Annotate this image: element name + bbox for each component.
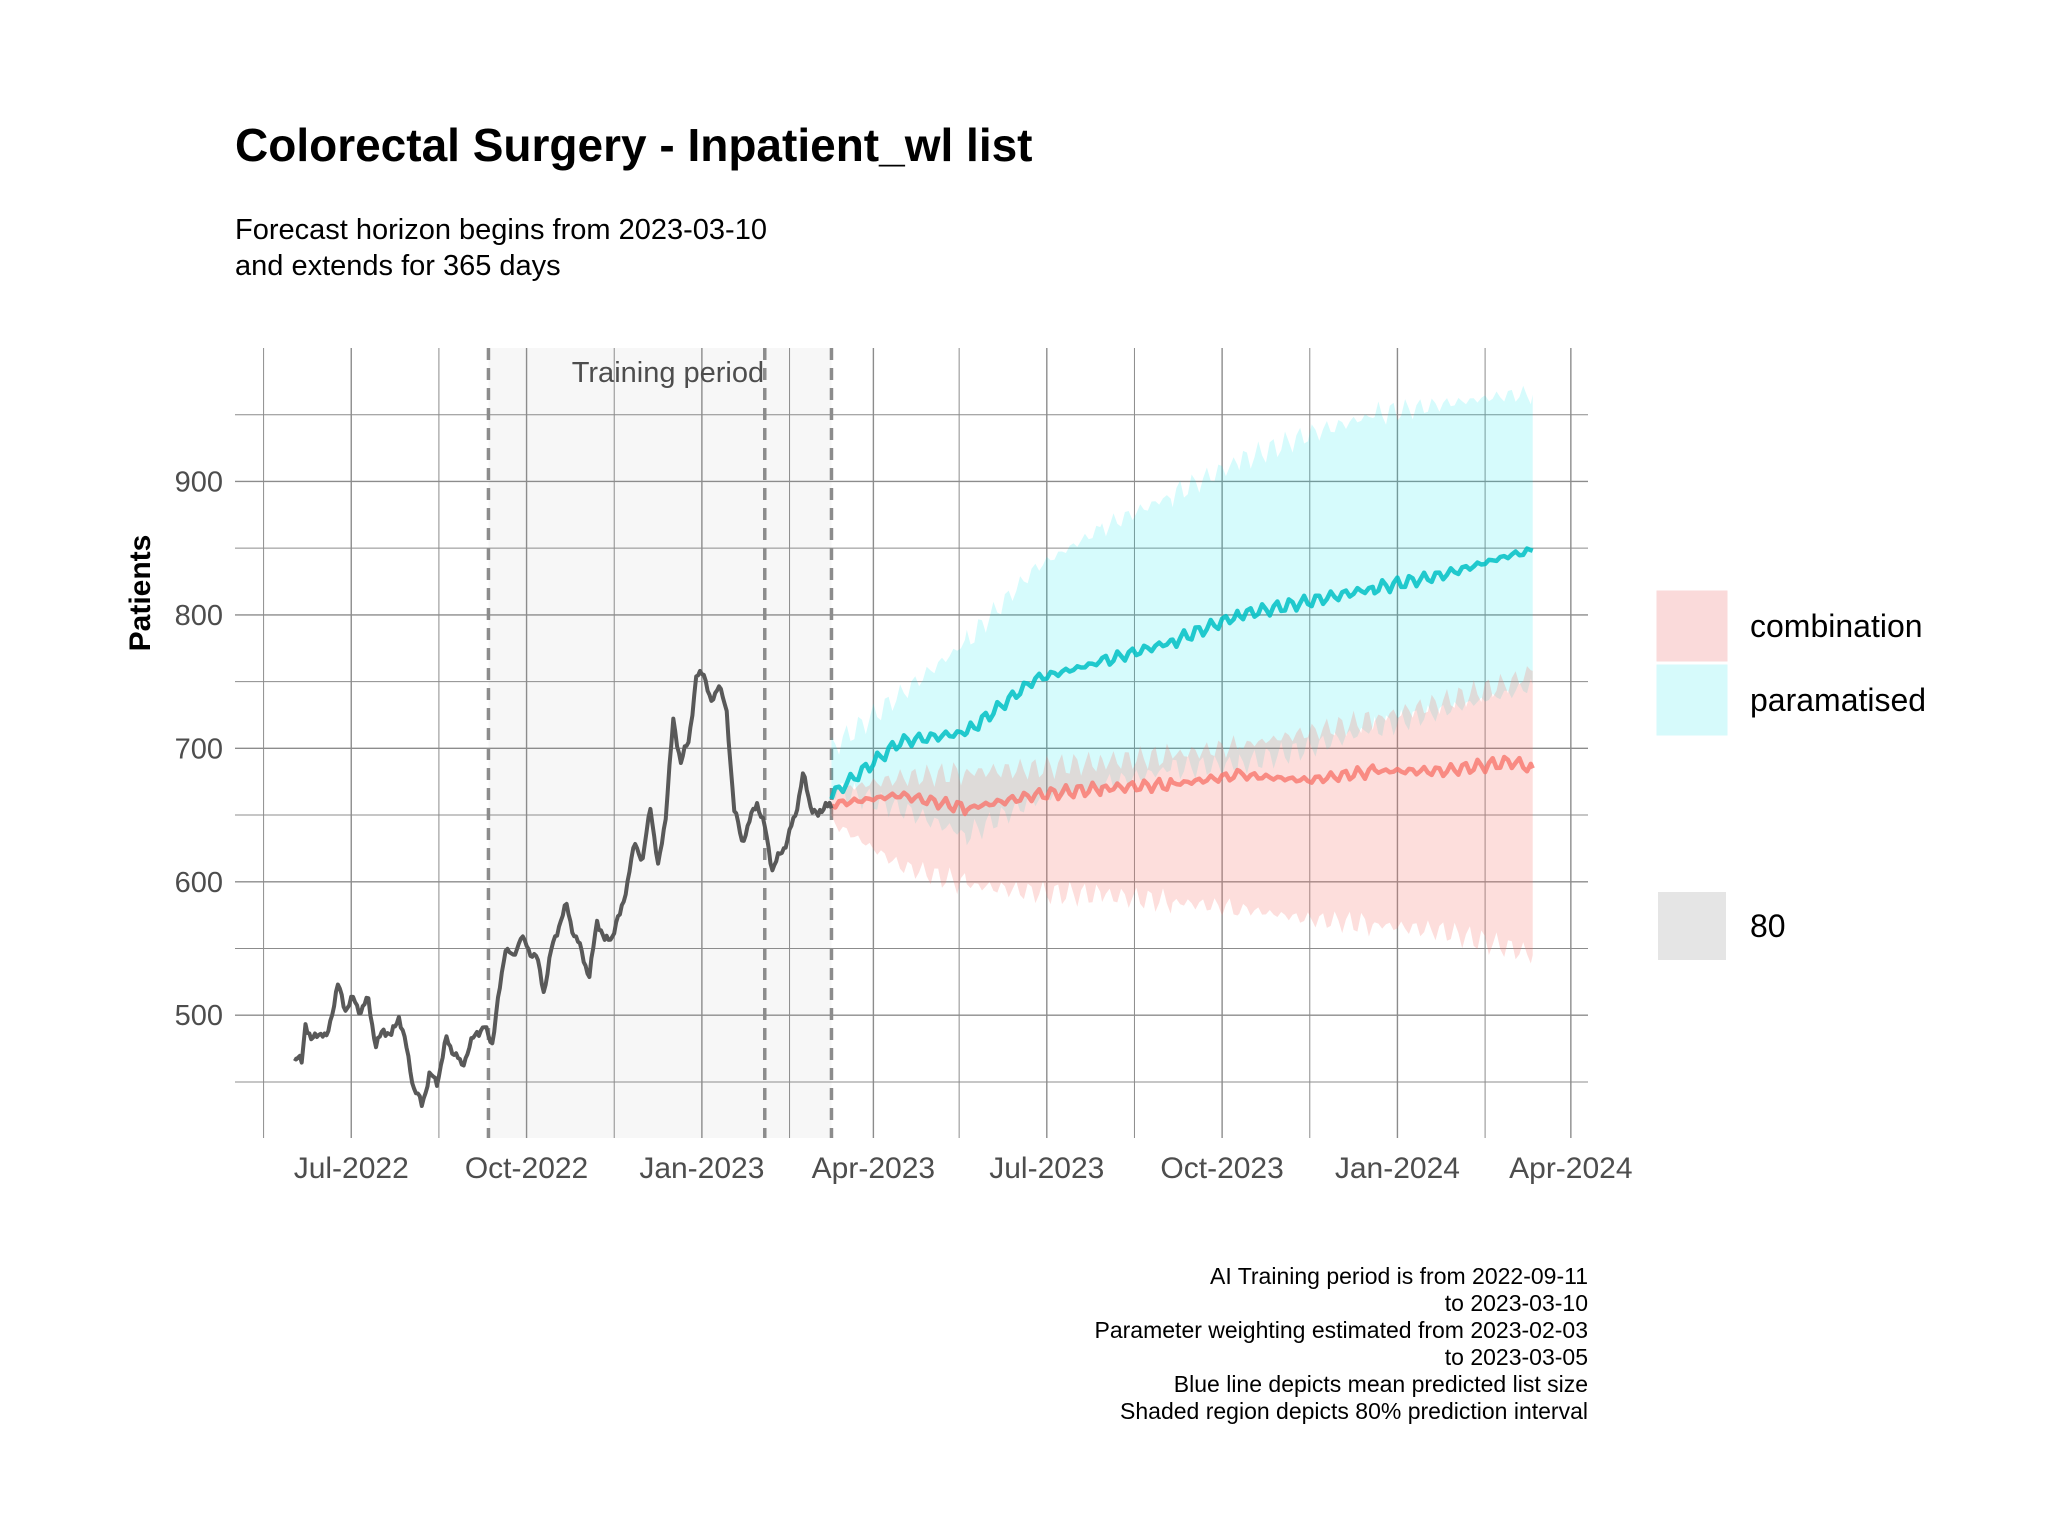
mean-line-combination <box>830 754 1535 817</box>
x-tick-label: Jul-2023 <box>989 1152 1104 1185</box>
legend-key-paramatised <box>1656 664 1728 736</box>
legend-key-combination <box>1656 590 1728 662</box>
legend-label-combination: combination <box>1750 608 1923 644</box>
prediction-band-paramatised <box>831 385 1533 846</box>
mean-line-paramatised <box>829 546 1534 800</box>
caption-line-4: to 2023-03-05 <box>1444 1344 1588 1370</box>
caption-line-1: AI Training period is from 2022-09-11 <box>1210 1263 1588 1289</box>
training-period-label: Training period <box>572 357 764 389</box>
x-tick-label: Apr-2023 <box>812 1152 935 1185</box>
chart-subtitle-line-1: Forecast horizon begins from 2023-03-10 <box>235 214 767 246</box>
caption-line-6: Shaded region depicts 80% prediction int… <box>1120 1398 1588 1424</box>
y-tick-label: 600 <box>175 867 223 899</box>
x-tick-label: Jul-2022 <box>294 1152 409 1185</box>
caption-line-2: to 2023-03-10 <box>1444 1290 1588 1316</box>
history-line <box>293 668 834 1108</box>
y-tick-label: 500 <box>175 1000 223 1032</box>
y-axis-label: Patients <box>124 535 157 652</box>
training-period-shade <box>488 348 832 1138</box>
x-tick-label: Apr-2024 <box>1509 1152 1632 1185</box>
chart-title: Colorectal Surgery - Inpatient_wl list <box>235 119 1033 171</box>
legend-key-level-80 <box>1658 892 1726 960</box>
x-tick-label: Jan-2023 <box>639 1152 764 1185</box>
caption-line-3: Parameter weighting estimated from 2023-… <box>1094 1317 1588 1343</box>
prediction-band-combination <box>831 666 1533 964</box>
y-tick-label: 700 <box>175 733 223 765</box>
y-tick-label: 800 <box>175 600 223 632</box>
legend-label-paramatised: paramatised <box>1750 682 1926 718</box>
x-tick-label: Oct-2023 <box>1160 1152 1283 1185</box>
legend-label-level-80: 80 <box>1750 908 1786 944</box>
x-tick-label: Jan-2024 <box>1335 1152 1460 1185</box>
chart-subtitle-line-2: and extends for 365 days <box>235 250 561 282</box>
x-tick-label: Oct-2022 <box>465 1152 588 1185</box>
y-tick-label: 900 <box>175 466 223 498</box>
caption-line-5: Blue line depicts mean predicted list si… <box>1173 1371 1588 1397</box>
